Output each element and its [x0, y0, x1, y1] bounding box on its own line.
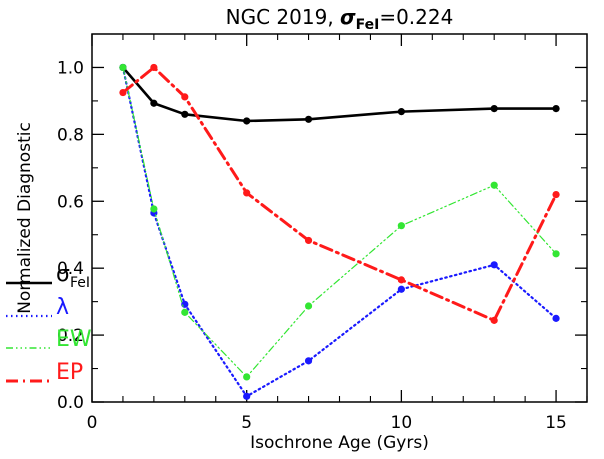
data-point: [552, 314, 560, 322]
data-point: [243, 189, 251, 197]
y-tick-label: 0.0: [57, 393, 84, 413]
chart-title-suffix: =0.224: [379, 5, 453, 29]
series-ep-3: [119, 63, 560, 324]
legend-label-main: σ: [56, 262, 70, 287]
axis-ticks: 0 5 10 15 0.0 0.2 0.4 0.6 0.8 1.0: [57, 34, 588, 433]
x-tick-label: 0: [87, 413, 98, 433]
data-point: [552, 250, 560, 258]
chart-title-sigma: σ: [340, 5, 356, 29]
legend-label-main: EW: [56, 327, 92, 352]
data-point: [397, 285, 405, 293]
data-point: [397, 222, 405, 230]
data-point: [397, 108, 405, 116]
y-tick-label: 1.0: [57, 58, 84, 78]
chart-title-prefix: NGC 2019,: [226, 5, 340, 29]
y-tick-label: 0.8: [57, 125, 84, 145]
series-layer: [119, 63, 560, 400]
data-point: [304, 357, 313, 365]
plot-frame: [91, 33, 588, 403]
y-tick-label: 0.4: [57, 259, 84, 279]
y-axis-title: Normalized Diagnostic: [15, 122, 35, 314]
x-tick-label: 5: [241, 413, 252, 433]
legend-label: EP: [56, 360, 83, 385]
data-point: [304, 236, 313, 245]
data-point: [243, 373, 251, 381]
chart-title-sub: FeI: [356, 17, 380, 33]
x-tick-label: 15: [545, 413, 567, 433]
series-ew-2: [119, 63, 560, 381]
data-point: [243, 392, 251, 400]
data-point: [490, 181, 498, 189]
chart-title: NGC 2019, σFeI=0.224: [226, 5, 454, 33]
data-point: [150, 99, 158, 107]
data-point: [304, 302, 313, 310]
data-point: [119, 63, 127, 72]
legend-label-sub: FeI: [70, 275, 90, 291]
data-point: [552, 105, 560, 113]
data-point: [243, 117, 251, 125]
legend-label-main: EP: [56, 360, 83, 385]
data-point: [181, 93, 189, 101]
data-point: [181, 308, 189, 316]
x-axis-title: Isochrone Age (Gyrs): [250, 433, 429, 453]
legend-label: λ: [56, 295, 69, 320]
legend-label-main: λ: [56, 295, 69, 320]
data-point: [150, 205, 158, 213]
data-point: [119, 88, 127, 97]
data-point: [490, 316, 498, 324]
x-tick-label: 10: [391, 413, 413, 433]
y-tick-label: 0.6: [57, 192, 84, 212]
data-point: [181, 110, 189, 118]
legend-label: EW: [56, 327, 92, 352]
data-point: [304, 115, 313, 123]
data-point: [552, 190, 560, 199]
data-point: [150, 63, 158, 72]
series-line: [121, 65, 558, 322]
series-line: [121, 66, 558, 123]
data-point: [397, 276, 405, 284]
legend-label: σFeI: [56, 262, 90, 291]
data-point: [490, 261, 498, 269]
data-point: [490, 105, 498, 113]
data-point: [181, 300, 189, 308]
y-tick-label: 0.2: [57, 326, 84, 346]
